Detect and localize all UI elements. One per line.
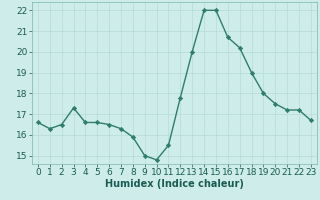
X-axis label: Humidex (Indice chaleur): Humidex (Indice chaleur) — [105, 179, 244, 189]
